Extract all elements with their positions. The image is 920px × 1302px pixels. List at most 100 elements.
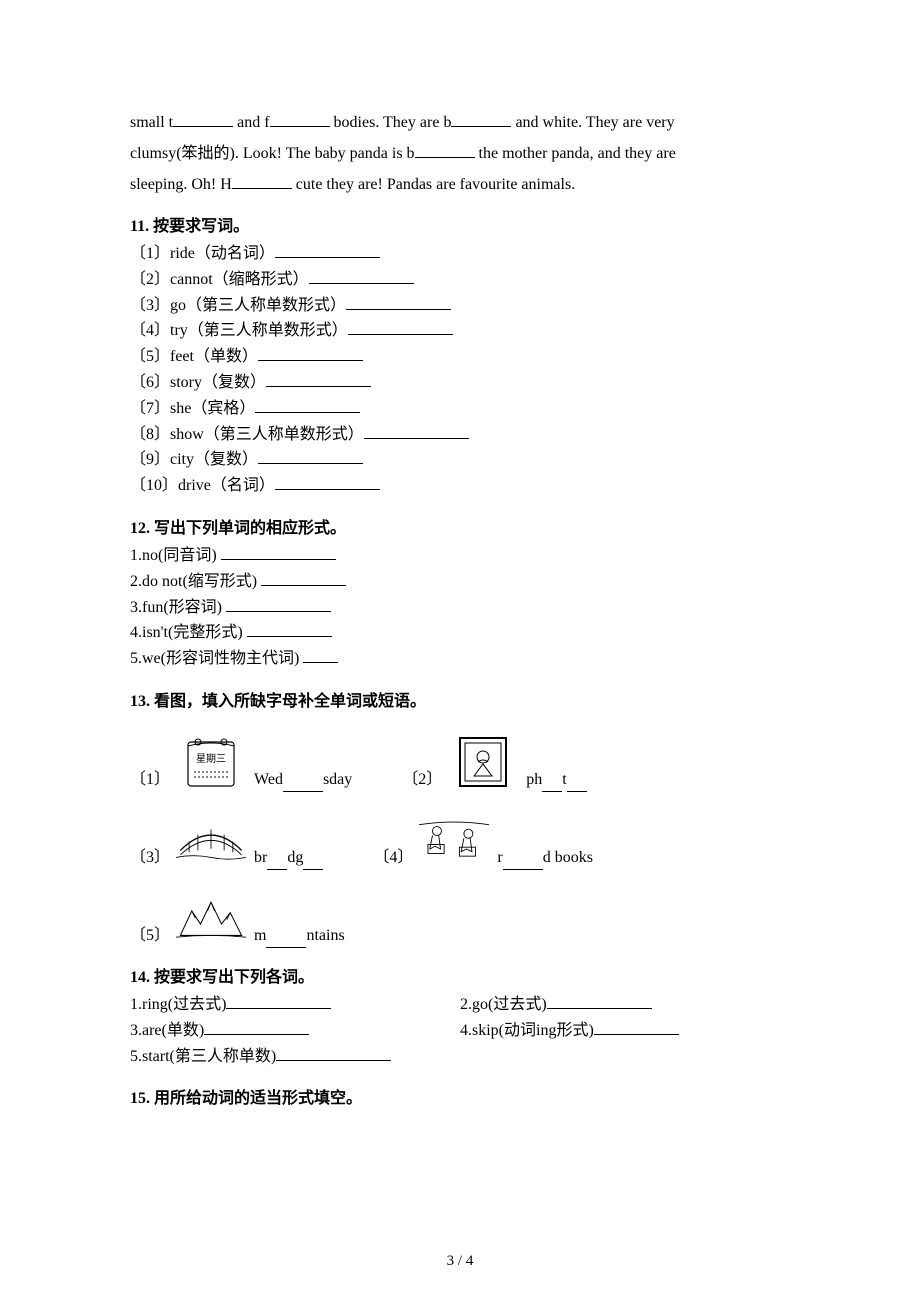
q13-1: 〔1〕 星期三 Wed sday xyxy=(130,732,352,792)
blank[interactable] xyxy=(283,791,303,792)
item-text: 〔2〕cannot（缩略形式） xyxy=(130,271,309,288)
blank[interactable] xyxy=(266,947,286,948)
item-text: 〔3〕go（第三人称单数形式） xyxy=(130,297,346,314)
mountains-icon xyxy=(176,888,246,948)
q13-2: 〔2〕 ph t xyxy=(402,732,586,792)
cloze-text: and white. They are very xyxy=(511,114,674,131)
blank[interactable] xyxy=(226,595,331,612)
item-text: 4.isn't(完整形式) xyxy=(130,624,247,641)
blank[interactable] xyxy=(258,344,363,361)
photo-icon xyxy=(448,732,518,792)
blank[interactable] xyxy=(232,172,292,189)
blank[interactable] xyxy=(547,992,652,1009)
item-text: 〔4〕try（第三人称单数形式） xyxy=(130,322,348,339)
section-13-title: 13. 看图，填入所缺字母补全单词或短语。 xyxy=(130,690,790,714)
word-fragment: r xyxy=(497,846,502,870)
item-text: 1.ring(过去式) xyxy=(130,996,226,1013)
section-11-title: 11. 按要求写词。 xyxy=(130,215,790,239)
cloze-paragraph: clumsy(笨拙的). Look! The baby panda is b t… xyxy=(130,141,790,166)
cloze-text: sleeping. Oh! H xyxy=(130,176,232,193)
word-fragment: Wed xyxy=(254,768,283,792)
q14-1: 1.ring(过去式) xyxy=(130,992,460,1018)
word-fragment: br xyxy=(254,846,267,870)
item-text: 1.no(同音词) xyxy=(130,547,221,564)
bridge-icon xyxy=(176,810,246,870)
q11-6: 〔6〕story（复数） xyxy=(130,370,790,396)
q11-3: 〔3〕go（第三人称单数形式） xyxy=(130,293,790,319)
blank[interactable] xyxy=(275,473,380,490)
item-text: 2.go(过去式) xyxy=(460,996,547,1013)
section-15-title: 15. 用所给动词的适当形式填空。 xyxy=(130,1087,790,1111)
item-label: 〔5〕 xyxy=(130,924,170,948)
blank[interactable] xyxy=(204,1018,309,1035)
item-text: 4.skip(动词ing形式) xyxy=(460,1022,594,1039)
q13-3: 〔3〕 br dg xyxy=(130,810,323,870)
q12-3: 3.fun(形容词) xyxy=(130,595,790,621)
item-text: 3.are(单数) xyxy=(130,1022,204,1039)
blank[interactable] xyxy=(247,620,332,637)
q14-3: 3.are(单数) xyxy=(130,1018,460,1044)
blank[interactable] xyxy=(594,1018,679,1035)
blank[interactable] xyxy=(303,646,338,663)
item-text: 〔7〕she（宾格） xyxy=(130,400,255,417)
blank[interactable] xyxy=(266,370,371,387)
blank[interactable] xyxy=(258,447,363,464)
q11-9: 〔9〕city（复数） xyxy=(130,447,790,473)
blank[interactable] xyxy=(346,293,451,310)
blank[interactable] xyxy=(309,267,414,284)
q14-4: 4.skip(动词ing形式) xyxy=(460,1018,790,1044)
read-icon xyxy=(419,810,489,870)
blank[interactable] xyxy=(451,110,511,127)
item-label: 〔2〕 xyxy=(402,768,442,792)
blank[interactable] xyxy=(226,992,331,1009)
blank[interactable] xyxy=(503,869,523,870)
blank[interactable] xyxy=(415,141,475,158)
page-number: 3 / 4 xyxy=(0,1250,920,1273)
blank[interactable] xyxy=(286,947,306,948)
item-text: 〔9〕city（复数） xyxy=(130,451,258,468)
blank[interactable] xyxy=(275,241,380,258)
blank[interactable] xyxy=(348,318,453,335)
cloze-text: and f xyxy=(233,114,269,131)
section-14-title: 14. 按要求写出下列各词。 xyxy=(130,966,790,990)
blank[interactable] xyxy=(303,869,323,870)
blank[interactable] xyxy=(567,791,587,792)
word-fragment: d books xyxy=(543,846,593,870)
q14-row-2: 3.are(单数) 4.skip(动词ing形式) xyxy=(130,1018,790,1044)
cloze-text: cute they are! Pandas are favourite anim… xyxy=(292,176,575,193)
blank[interactable] xyxy=(364,422,469,439)
item-label: 〔4〕 xyxy=(373,846,413,870)
blank[interactable] xyxy=(276,1044,391,1061)
calendar-text: 星期三 xyxy=(196,753,226,765)
item-label: 〔1〕 xyxy=(130,768,170,792)
cloze-text: the mother panda, and they are xyxy=(475,145,676,162)
q12-2: 2.do not(缩写形式) xyxy=(130,569,790,595)
word-fragment: dg xyxy=(287,846,303,870)
item-text: 〔6〕story（复数） xyxy=(130,374,266,391)
blank[interactable] xyxy=(261,569,346,586)
word-fragment: t xyxy=(562,768,566,792)
calendar-icon: 星期三 xyxy=(176,732,246,792)
blank[interactable] xyxy=(542,791,562,792)
item-text: 5.we(形容词性物主代词) xyxy=(130,650,303,667)
blank[interactable] xyxy=(221,543,336,560)
word-fragment: sday xyxy=(323,768,352,792)
item-text: 〔8〕show（第三人称单数形式） xyxy=(130,426,364,443)
q11-8: 〔8〕show（第三人称单数形式） xyxy=(130,422,790,448)
cloze-text: bodies. They are b xyxy=(330,114,452,131)
q13-4: 〔4〕 r d books xyxy=(373,810,593,870)
blank[interactable] xyxy=(270,110,330,127)
worksheet-page: small t and f bodies. They are b and whi… xyxy=(0,0,920,1302)
blank[interactable] xyxy=(255,396,360,413)
blank[interactable] xyxy=(267,869,287,870)
q12-4: 4.isn't(完整形式) xyxy=(130,620,790,646)
blank[interactable] xyxy=(173,110,233,127)
q14-row-3: 5.start(第三人称单数) xyxy=(130,1044,790,1070)
item-text: 5.start(第三人称单数) xyxy=(130,1048,276,1065)
q13-row-3: 〔5〕 m ntains xyxy=(130,888,790,948)
cloze-paragraph: small t and f bodies. They are b and whi… xyxy=(130,110,790,135)
blank[interactable] xyxy=(303,791,323,792)
q11-4: 〔4〕try（第三人称单数形式） xyxy=(130,318,790,344)
cloze-text: clumsy(笨拙的). Look! The baby panda is b xyxy=(130,145,415,162)
blank[interactable] xyxy=(523,869,543,870)
